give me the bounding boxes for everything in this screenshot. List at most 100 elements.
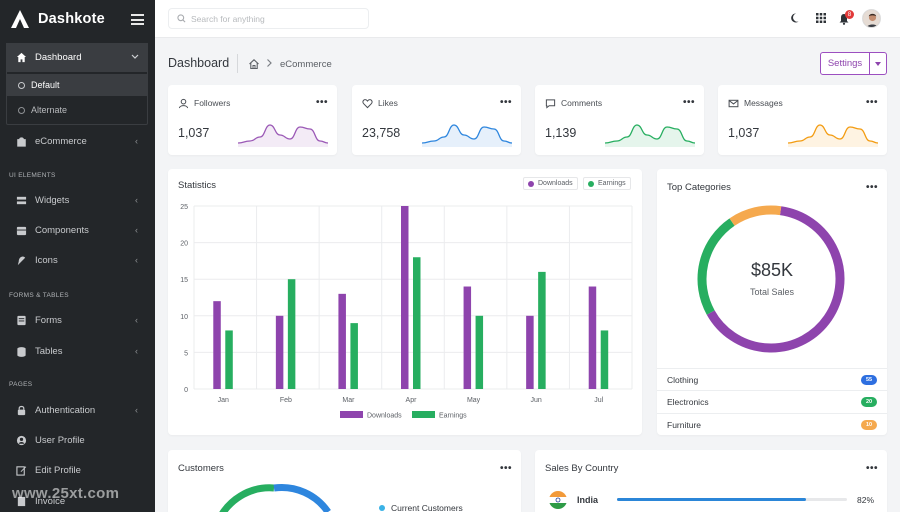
menu-toggle-icon[interactable]	[131, 14, 144, 25]
bar-downloads[interactable]	[588, 286, 597, 389]
home-icon[interactable]	[248, 58, 260, 70]
donut-segment-clothing[interactable]	[706, 206, 845, 353]
sales-by-country-card: Sales By Country •••	[535, 450, 887, 512]
sidebar-item-icons[interactable]: Icons ‹	[6, 248, 148, 272]
sparkline-line	[605, 124, 695, 144]
sidebar-item-edit-profile[interactable]: Edit Profile	[6, 458, 148, 482]
more-options-icon[interactable]: •••	[866, 97, 879, 108]
donut-segment-electronics[interactable]	[697, 218, 735, 315]
brand[interactable]: Dashkote	[0, 0, 155, 38]
stat-card-comments: Comments ••• 1,139	[535, 85, 704, 155]
country-progress-fill	[617, 498, 806, 501]
legend-label[interactable]: Downloads	[367, 413, 402, 420]
sidebar-item-invoice[interactable]: Invoice	[6, 489, 148, 512]
category-row[interactable]: Clothing 55	[657, 368, 887, 390]
avatar[interactable]	[862, 9, 881, 28]
edit-icon	[16, 465, 27, 476]
settings-dropdown-toggle[interactable]	[869, 52, 887, 75]
more-options-icon[interactable]: •••	[500, 463, 513, 474]
y-tick-label: 15	[180, 277, 188, 284]
bar-downloads[interactable]	[401, 206, 409, 389]
customers-card: Customers ••• Current Customers	[168, 450, 521, 512]
search-icon	[177, 14, 186, 23]
more-options-icon[interactable]: •••	[316, 97, 329, 108]
grid-icon[interactable]	[815, 12, 827, 24]
sidebar-item-widgets[interactable]: Widgets ‹	[6, 188, 148, 212]
sidebar-item-user-profile[interactable]: User Profile	[6, 428, 148, 452]
country-progress-track	[617, 498, 847, 501]
stat-label: Messages	[744, 98, 783, 108]
donut-segment-furniture[interactable]	[729, 205, 782, 226]
legend-label: Current Customers	[391, 503, 463, 512]
sidebar-item-label: Components	[35, 224, 89, 236]
more-options-icon[interactable]: •••	[683, 97, 696, 108]
sidebar-item-label: Widgets	[35, 194, 70, 206]
category-donut-chart	[697, 205, 845, 353]
legend-chip-earnings[interactable]: Earnings	[583, 177, 631, 190]
country-name: India	[577, 495, 599, 505]
settings-button[interactable]: Settings	[820, 52, 870, 75]
search-input[interactable]	[191, 13, 361, 24]
sidebar-item-ecommerce[interactable]: eCommerce ‹	[6, 129, 148, 153]
bar-earnings[interactable]	[538, 271, 546, 389]
x-tick-label: Apr	[406, 397, 418, 404]
sidebar-item-dashboard[interactable]: Dashboard	[6, 43, 148, 72]
sidebar-item-components[interactable]: Components ‹	[6, 218, 148, 242]
sidebar-item-authentication[interactable]: Authentication ‹	[6, 398, 148, 422]
sidebar-subitem-alternate[interactable]: Alternate	[6, 99, 148, 121]
layers-icon	[16, 196, 27, 204]
bar-earnings[interactable]	[287, 279, 296, 389]
y-tick-label: 25	[180, 204, 188, 211]
customers-donut-chart	[219, 483, 331, 512]
sidebar-subitem-default[interactable]: Default	[6, 74, 148, 96]
sidebar-item-label: Forms	[35, 314, 62, 326]
heart-icon	[362, 99, 373, 109]
x-tick-label: Feb	[280, 397, 292, 404]
donut-center-value: $85K	[750, 260, 794, 280]
card-title: Customers	[178, 463, 224, 474]
x-tick-label: May	[467, 397, 481, 404]
bar-earnings[interactable]	[475, 315, 484, 389]
more-options-icon[interactable]: •••	[866, 463, 879, 474]
chevron-left-icon: ‹	[135, 136, 138, 146]
bar-downloads[interactable]	[275, 315, 284, 389]
bar-earnings[interactable]	[600, 330, 609, 389]
avatar-image	[863, 10, 880, 27]
breadcrumb-current[interactable]: eCommerce	[280, 59, 332, 70]
stat-value: 23,758	[362, 126, 401, 140]
sidebar-item-tables[interactable]: Tables ‹	[6, 339, 148, 363]
category-row[interactable]: Furniture 10	[657, 413, 887, 435]
bar-downloads[interactable]	[463, 286, 472, 389]
sidebar-item-forms[interactable]: Forms ‹	[6, 308, 148, 332]
legend-label[interactable]: Earnings	[439, 413, 467, 420]
chevron-left-icon: ‹	[135, 195, 138, 205]
sparkline	[238, 124, 328, 147]
bar-downloads[interactable]	[338, 293, 346, 389]
legend-label: Earnings	[598, 180, 626, 187]
bar-downloads[interactable]	[526, 315, 534, 389]
bar-downloads[interactable]	[213, 301, 221, 389]
caret-down-icon	[875, 61, 881, 66]
donut-center-label: Total Sales	[749, 287, 795, 297]
more-options-icon[interactable]: •••	[866, 182, 879, 193]
search-box[interactable]	[168, 8, 369, 29]
bar-earnings[interactable]	[350, 323, 358, 389]
circle-icon	[18, 106, 25, 114]
legend-chip-downloads[interactable]: Downloads	[523, 177, 578, 190]
stat-value: 1,037	[178, 126, 210, 140]
sidebar-subitem-label: Default	[31, 80, 60, 90]
moon-icon[interactable]	[790, 12, 802, 24]
y-tick-label: 20	[180, 241, 188, 248]
section-label-forms: FORMS & TABLES	[9, 292, 69, 299]
more-options-icon[interactable]: •••	[500, 97, 513, 108]
bag-icon	[17, 136, 26, 147]
stat-card-followers: Followers ••• 1,037	[168, 85, 337, 155]
bar-earnings[interactable]	[225, 330, 233, 389]
category-name: Electronics	[667, 396, 709, 407]
user-icon	[178, 98, 189, 109]
sidebar: Dashkote Dashboard Default Alternate eCo…	[0, 0, 155, 512]
category-row[interactable]: Electronics 20	[657, 390, 887, 412]
bar-earnings[interactable]	[413, 257, 421, 389]
category-name: Clothing	[667, 374, 699, 385]
legend-label: Downloads	[538, 180, 573, 187]
